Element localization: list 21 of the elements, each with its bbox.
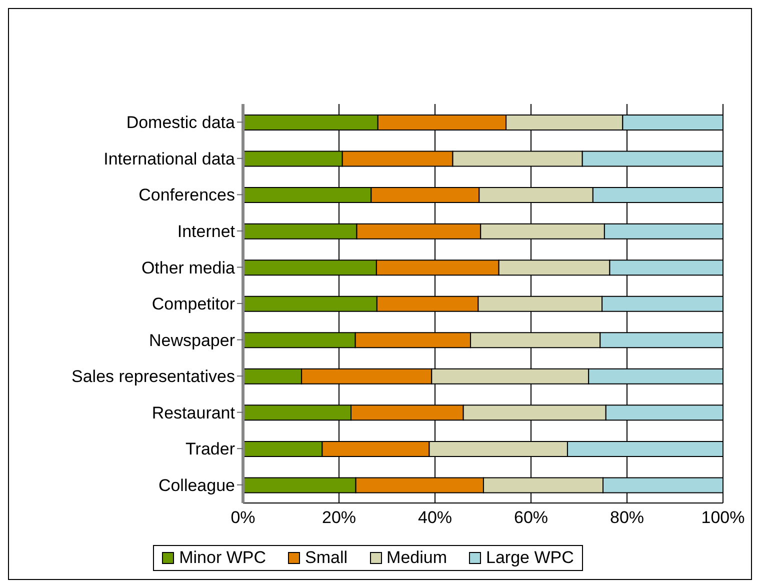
y-tick-label: Newspaper: [149, 330, 236, 350]
y-tick-label: Domestic data: [126, 113, 236, 132]
x-tick-label: 40%: [418, 508, 452, 528]
x-tick-label: 80%: [610, 508, 644, 528]
y-tick-label: Trader: [186, 440, 236, 459]
y-tick-label: Internet: [177, 222, 236, 241]
x-tick-label: 20%: [322, 508, 356, 528]
y-tick-label: Competitor: [152, 294, 236, 314]
y-tick-label: Other media: [141, 258, 236, 278]
legend-label: Small: [304, 548, 348, 568]
legend-label: Medium: [386, 548, 447, 568]
y-tick-label: Sales representatives: [72, 367, 235, 386]
x-tick-label: 0%: [230, 508, 256, 528]
y-tick-label: International data: [104, 149, 236, 168]
y-tick-label: Colleague: [158, 476, 235, 495]
y-tick-label: Conferences: [138, 186, 235, 205]
legend-label: Minor WPC: [178, 548, 266, 568]
y-tick-label: Restaurant: [152, 403, 236, 422]
x-tick-label: 60%: [514, 508, 548, 528]
legend-label: Large WPC: [485, 548, 574, 568]
x-tick-label: 100%: [701, 508, 745, 528]
